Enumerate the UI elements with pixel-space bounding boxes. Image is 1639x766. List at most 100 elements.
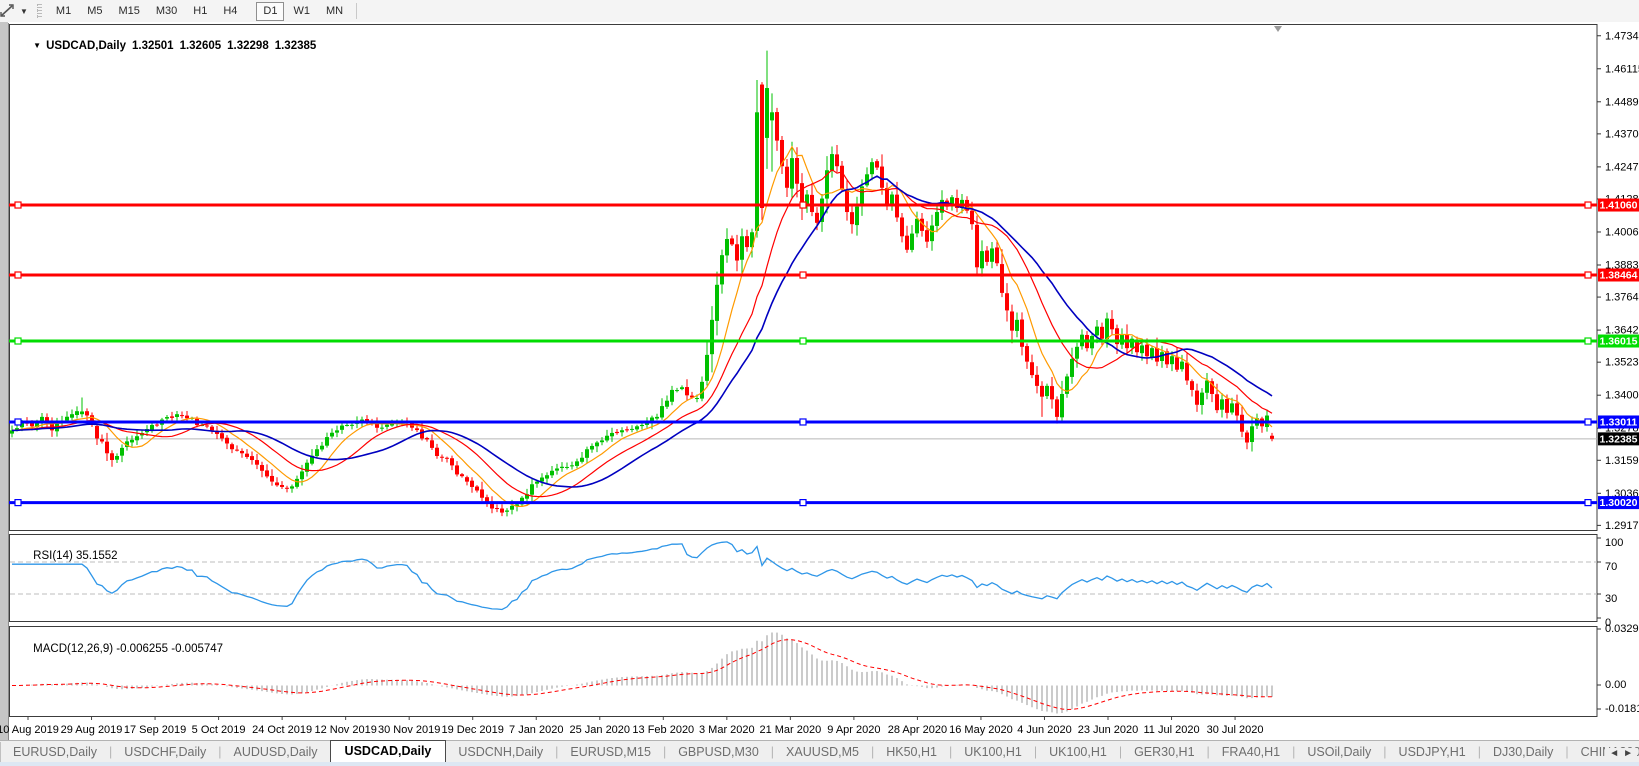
candle-body — [70, 414, 74, 418]
date-label: 12 Nov 2019 — [314, 724, 376, 736]
rsi-tick-label: 30 — [1605, 593, 1617, 605]
chart-area[interactable]: 1.473401.461151.448901.437001.424751.412… — [0, 22, 1639, 740]
candle-body — [250, 456, 254, 461]
date-label: 19 Dec 2019 — [442, 724, 504, 736]
candle-body — [110, 453, 114, 461]
chart-tab-eurusd-daily[interactable]: EURUSD,Daily — [13, 745, 98, 759]
candle-body — [40, 416, 44, 423]
chart-tab-gbpusd-m30[interactable]: GBPUSD,M30 — [678, 745, 759, 759]
candlestick-chart-canvas[interactable]: 1.473401.461151.448901.437001.424751.412… — [0, 22, 1639, 740]
timeframe-button-m1[interactable]: M1 — [49, 2, 78, 21]
chart-tab-usdcad-daily[interactable]: USDCAD,Daily — [329, 740, 447, 763]
candle-body — [600, 440, 604, 443]
tab-scroll-left-icon[interactable]: ◄ — [1609, 748, 1624, 759]
line-drag-handle[interactable] — [1584, 337, 1592, 345]
chart-tab-uk100-h1[interactable]: UK100,H1 — [1049, 745, 1107, 759]
candle-body — [205, 425, 209, 427]
chart-tab-audusd-daily[interactable]: AUDUSD,Daily — [233, 745, 318, 759]
chart-tab-xauusd-m5[interactable]: XAUUSD,M5 — [786, 745, 859, 759]
candle-body — [300, 471, 304, 480]
chart-tab-hk50-h1[interactable]: HK50,H1 — [886, 745, 937, 759]
candle-body — [1155, 347, 1159, 362]
price-tick-label: 1.35230 — [1605, 357, 1639, 369]
candle-body — [975, 224, 979, 268]
candle-body — [185, 415, 189, 419]
candle-body — [30, 422, 34, 427]
chart-tab-usoil-daily[interactable]: USOil,Daily — [1307, 745, 1372, 759]
candle-body — [735, 244, 739, 261]
price-tick-label: 1.29175 — [1605, 520, 1639, 532]
toolbar-grip-handle[interactable] — [36, 4, 42, 18]
line-drag-handle[interactable] — [799, 271, 807, 279]
line-drag-handle[interactable] — [14, 418, 22, 426]
line-drag-handle[interactable] — [799, 201, 807, 209]
candle-body — [850, 212, 854, 225]
timeframe-button-d1[interactable]: D1 — [256, 2, 285, 21]
chart-tab-usdchf-daily[interactable]: USDCHF,Daily — [124, 745, 207, 759]
line-drag-handle[interactable] — [14, 499, 22, 507]
candle-body — [535, 481, 539, 484]
line-drag-handle[interactable] — [14, 201, 22, 209]
line-drag-handle[interactable] — [1584, 418, 1592, 426]
candle-body — [1020, 319, 1024, 347]
candle-body — [595, 442, 599, 447]
date-label: 11 Jul 2020 — [1144, 724, 1200, 736]
horizontal-lines-group[interactable] — [9, 201, 1597, 507]
timeframe-button-w1[interactable]: W1 — [286, 2, 317, 21]
chart-tab-dj30-daily[interactable]: DJ30,Daily — [1492, 745, 1554, 759]
candle-body — [245, 453, 249, 457]
candle-body — [705, 354, 709, 381]
timeframe-button-mn[interactable]: MN — [319, 2, 350, 21]
candle-body — [100, 439, 104, 442]
timeframe-button-m15[interactable]: M15 — [111, 2, 146, 21]
candle-body — [1000, 264, 1004, 293]
price-axis[interactable]: 1.473401.461151.448901.437001.424751.412… — [1597, 30, 1639, 532]
candle-body — [125, 441, 129, 448]
symbol-dropdown-icon[interactable]: ▼ — [33, 41, 42, 50]
chart-tab-fra40-h1[interactable]: FRA40,H1 — [1221, 745, 1281, 759]
price-level-badge — [1598, 198, 1639, 212]
timeframe-button-m5[interactable]: M5 — [80, 2, 109, 21]
rsi-tick-label: 100 — [1605, 537, 1623, 549]
price-level-badge — [1598, 334, 1639, 348]
chart-tab-usdjpy-h1[interactable]: USDJPY,H1 — [1398, 745, 1466, 759]
timeframe-button-h1[interactable]: H1 — [186, 2, 214, 21]
candle-body — [95, 426, 99, 439]
ohlc-close: 1.32385 — [274, 40, 317, 52]
chart-shift-marker-icon[interactable] — [1274, 26, 1282, 32]
candle-body — [120, 447, 124, 456]
dropdown-caret-icon[interactable]: ▼ — [20, 6, 28, 16]
candle-body — [1070, 358, 1074, 377]
line-drag-handle[interactable] — [799, 499, 807, 507]
chart-tab-usdcnh-daily[interactable]: USDCNH,Daily — [458, 745, 544, 759]
candle-body — [1055, 399, 1059, 417]
candle-body — [840, 165, 844, 190]
candle-body — [390, 423, 394, 426]
date-label: 24 Oct 2019 — [252, 724, 312, 736]
timeframe-button-m30[interactable]: M30 — [149, 2, 184, 21]
chart-tab-eurusd-m15[interactable]: EURUSD,M15 — [570, 745, 651, 759]
chart-tab-ger30-h1[interactable]: GER30,H1 — [1134, 745, 1195, 759]
date-label: 16 May 2020 — [949, 724, 1013, 736]
candle-body — [1245, 432, 1249, 443]
date-label: 25 Jan 2020 — [569, 724, 630, 736]
line-drag-handle[interactable] — [1584, 201, 1592, 209]
time-axis[interactable]: 10 Aug 2019 29 Aug 2019 17 Sep 2019 5 Oct 2… — [0, 717, 1264, 736]
candle-body — [545, 475, 549, 479]
line-drag-handle[interactable] — [799, 418, 807, 426]
timeframe-button-h4[interactable]: H4 — [216, 2, 244, 21]
candle-body — [860, 186, 864, 207]
candle-body — [710, 319, 714, 355]
line-studies-tool-icon[interactable]: ▼ — [0, 1, 31, 21]
line-drag-handle[interactable] — [1584, 499, 1592, 507]
line-drag-handle[interactable] — [14, 337, 22, 345]
candle-body — [1270, 435, 1274, 439]
line-drag-handle[interactable] — [1584, 271, 1592, 279]
candle-body — [75, 411, 79, 415]
line-drag-handle[interactable] — [14, 271, 22, 279]
candle-body — [235, 449, 239, 451]
chart-tab-uk100-h1[interactable]: UK100,H1 — [964, 745, 1022, 759]
candle-body — [10, 430, 14, 434]
tab-scroll-right-icon[interactable]: ► — [1623, 748, 1637, 759]
line-drag-handle[interactable] — [799, 337, 807, 345]
